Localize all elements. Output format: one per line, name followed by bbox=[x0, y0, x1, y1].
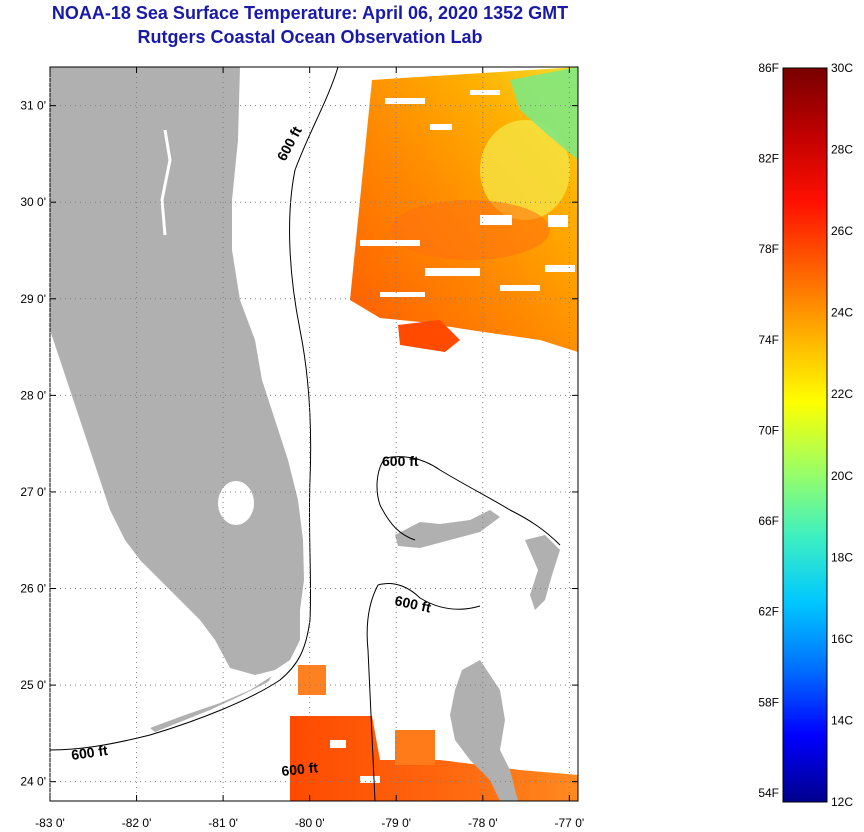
contour-label: 600 ft bbox=[281, 759, 319, 779]
longitude-label: -82 0' bbox=[122, 816, 152, 830]
colorbar-celsius-label: 20C bbox=[831, 469, 853, 483]
longitude-label: -81 0' bbox=[208, 816, 238, 830]
colorbar-celsius-label: 12C bbox=[831, 795, 853, 809]
longitude-labels: -83 0' -82 0' -81 0' -80 0' -79 0' -78 0' -77 … bbox=[35, 816, 584, 830]
contour-label: 600 ft bbox=[70, 742, 109, 763]
colorbar-fahrenheit-label: 82F bbox=[758, 152, 779, 166]
longitude-label: -83 0' bbox=[35, 816, 65, 830]
colorbar bbox=[782, 67, 828, 803]
latitude-label: 27 0' bbox=[20, 485, 46, 499]
map-border bbox=[49, 66, 579, 802]
latitude-labels: 31 0' 30 0' 29 0' 28 0' 27 0' 26 0' 25 0' 24 0' bbox=[20, 99, 46, 789]
latitude-label: 30 0' bbox=[20, 195, 46, 209]
depth-contours bbox=[50, 67, 561, 801]
colorbar-fahrenheit-label: 86F bbox=[758, 61, 779, 75]
longitude-label: -78 0' bbox=[468, 816, 498, 830]
latitude-label: 26 0' bbox=[20, 582, 46, 596]
st-johns-river bbox=[160, 129, 172, 236]
colorbar-celsius-label: 26C bbox=[831, 224, 853, 238]
map-subtitle: Rutgers Coastal Ocean Observation Lab bbox=[137, 27, 483, 47]
map-title: NOAA-18 Sea Surface Temperature: April 0… bbox=[51, 3, 569, 23]
colorbar-fahrenheit-label: 62F bbox=[758, 605, 779, 619]
latitude-label: 25 0' bbox=[20, 678, 46, 692]
sst-swath-north bbox=[350, 67, 578, 352]
colorbar-fahrenheit-label: 58F bbox=[758, 695, 779, 709]
colorbar-celsius-label: 14C bbox=[831, 713, 853, 727]
colorbar-fahrenheit-label: 74F bbox=[758, 333, 779, 347]
colorbar-fahrenheit-label: 54F bbox=[758, 786, 779, 800]
latitude-label: 28 0' bbox=[20, 388, 46, 402]
colorbar-celsius-label: 24C bbox=[831, 306, 853, 320]
contour-label: 600 ft bbox=[382, 453, 419, 469]
colorbar-fahrenheit-label: 78F bbox=[758, 242, 779, 256]
colorbar-fahrenheit-label: 70F bbox=[758, 423, 779, 437]
latitude-label: 29 0' bbox=[20, 292, 46, 306]
grand-bahama bbox=[395, 510, 500, 548]
graticule bbox=[49, 67, 578, 801]
colorbar-celsius-labels: 30C 28C 26C 24C 22C 20C 18C 16C 14C 12C bbox=[831, 61, 853, 809]
colorbar-fahrenheit-labels: 86F 82F 78F 74F 70F 66F 62F 58F 54F bbox=[758, 61, 779, 800]
latitude-label: 24 0' bbox=[20, 775, 46, 789]
colorbar-celsius-label: 30C bbox=[831, 61, 853, 75]
colorbar-celsius-label: 22C bbox=[831, 387, 853, 401]
colorbar-celsius-label: 18C bbox=[831, 550, 853, 564]
longitude-label: -79 0' bbox=[381, 816, 411, 830]
andros-island bbox=[450, 660, 518, 801]
latitude-label: 31 0' bbox=[20, 99, 46, 113]
longitude-label: -80 0' bbox=[295, 816, 325, 830]
colorbar-fahrenheit-label: 66F bbox=[758, 514, 779, 528]
contour-label: 600 ft bbox=[393, 592, 432, 615]
colorbar-celsius-label: 28C bbox=[831, 143, 853, 157]
longitude-label: -77 0' bbox=[555, 816, 585, 830]
colorbar-celsius-label: 16C bbox=[831, 632, 853, 646]
florida-keys bbox=[150, 676, 272, 732]
great-abaco bbox=[525, 535, 560, 610]
